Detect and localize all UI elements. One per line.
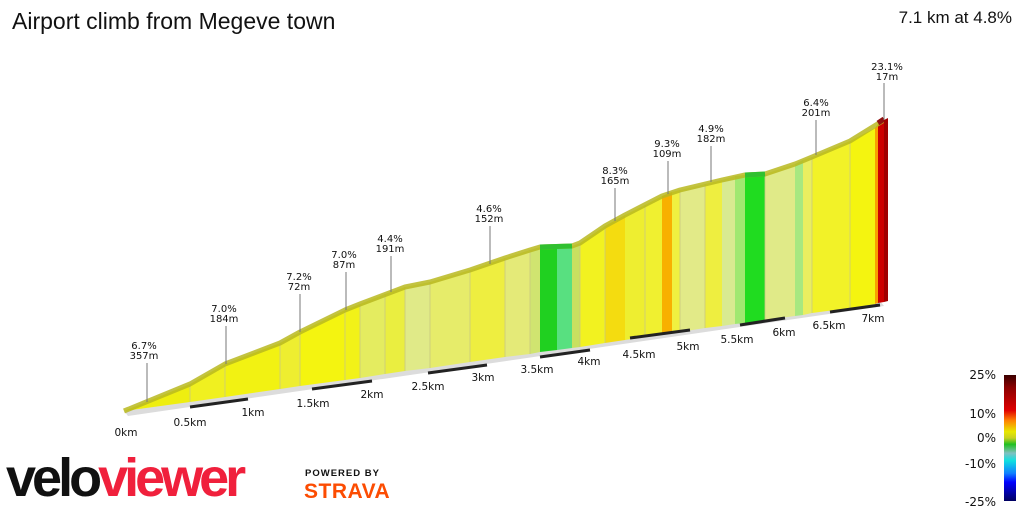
segment-gradient: 9.3% <box>654 139 679 150</box>
gradient-segments <box>124 120 884 411</box>
logo-velo-text: velo <box>6 448 102 508</box>
legend-label-0: 0% <box>976 431 996 445</box>
segment-gradient: 6.4% <box>803 98 828 109</box>
legend-label-minus-25: -25% <box>964 495 996 509</box>
segment-gradient: 6.7% <box>131 341 156 352</box>
segment-gradient: 8.3% <box>602 166 627 177</box>
segment-length: 165m <box>601 176 630 187</box>
segment-gradient: 4.6% <box>476 204 501 215</box>
climb-summary: 7.1 km at 4.8% <box>898 8 1012 27</box>
segment-length: 201m <box>802 108 831 119</box>
tick-6-5km: 6.5km <box>812 320 845 332</box>
segment-gradient: 7.0% <box>211 304 236 315</box>
segment-gradient: 4.4% <box>377 234 402 245</box>
tick-3km: 3km <box>472 372 495 384</box>
veloviewer-logo: veloviewer <box>6 448 246 508</box>
segment-gradient: 7.0% <box>331 250 356 261</box>
tick-5km: 5km <box>677 341 700 353</box>
segment-length: 357m <box>130 351 159 362</box>
segment-gradient: 7.2% <box>286 272 311 283</box>
powered-by-label: POWERED BY <box>305 468 380 479</box>
segment-length: 191m <box>376 244 405 255</box>
tick-4km: 4km <box>578 356 601 368</box>
segment-length: 72m <box>288 282 310 293</box>
tick-1km: 1km <box>242 407 265 419</box>
tick-0-5km: 0.5km <box>173 417 206 429</box>
tick-6km: 6km <box>773 327 796 339</box>
segment-length: 87m <box>333 260 355 271</box>
segment-annotations <box>146 83 885 402</box>
legend-label-10: 10% <box>969 407 996 421</box>
segment-length: 152m <box>475 214 504 225</box>
segment-labels: 6.7% 357m 7.0% 184m 7.2% 72m 7.0% 87m 4.… <box>130 62 903 362</box>
gradient-color-scale <box>1004 375 1016 501</box>
tick-7km: 7km <box>862 313 885 325</box>
tick-2km: 2km <box>361 389 384 401</box>
chart-title: Airport climb from Megeve town <box>12 8 336 34</box>
legend-label-25: 25% <box>969 368 996 382</box>
distance-scale-bars <box>189 303 881 409</box>
segment-length: 182m <box>697 134 726 145</box>
tick-5-5km: 5.5km <box>720 334 753 346</box>
x-axis-labels: 0km 0.5km 1km 1.5km 2km 2.5km 3km 3.5km … <box>115 313 885 439</box>
segment-dividers <box>189 141 851 402</box>
strava-logo: STRAVA <box>304 480 391 503</box>
segment-gradient: 23.1% <box>871 62 903 73</box>
gradient-legend: 25% 10% 0% -10% -25% <box>950 368 1024 509</box>
segment-length: 17m <box>876 72 898 83</box>
tick-4-5km: 4.5km <box>622 349 655 361</box>
segment-gradient: 4.9% <box>698 124 723 135</box>
tick-1-5km: 1.5km <box>296 398 329 410</box>
segment-length: 184m <box>210 314 239 325</box>
tick-2-5km: 2.5km <box>411 381 444 393</box>
segment-length: 109m <box>653 149 682 160</box>
logo-viewer-text: viewer <box>98 448 246 508</box>
tick-3-5km: 3.5km <box>520 364 553 376</box>
legend-label-minus-10: -10% <box>964 457 996 471</box>
tick-0km: 0km <box>115 427 138 439</box>
